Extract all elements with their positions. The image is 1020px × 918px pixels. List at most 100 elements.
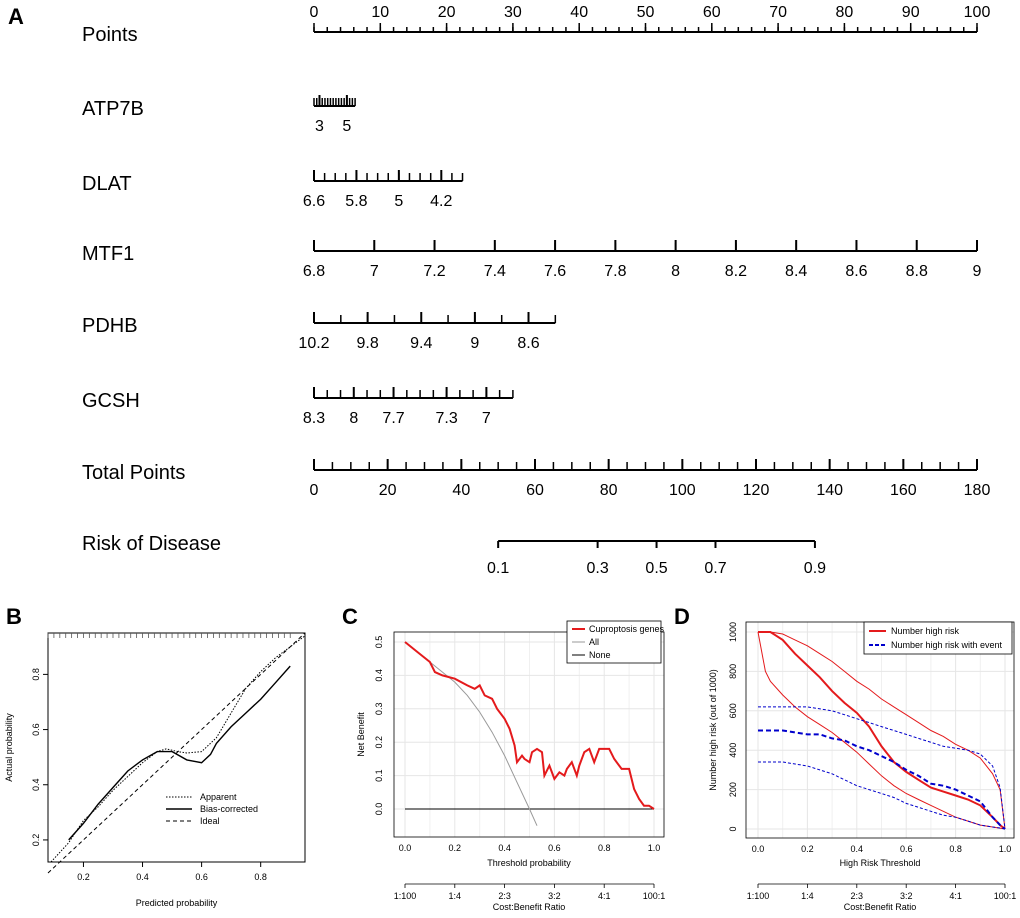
tick-label-risk-of-disease: 0.7: [704, 560, 726, 577]
row-label-risk-of-disease: Risk of Disease: [82, 533, 221, 555]
y-tick-label: 400: [728, 743, 738, 758]
tick-label-points: 100: [964, 4, 991, 21]
cost-benefit-title: Cost:Benefit Ratio: [844, 902, 917, 912]
x-tick-label: 0.8: [598, 843, 611, 853]
tick-label-gcsh: 7.7: [382, 410, 404, 427]
y-tick-label: 200: [728, 782, 738, 797]
tick-label-mtf1: 8.4: [785, 263, 807, 280]
tick-label-points: 90: [902, 4, 920, 21]
cost-benefit-title: Cost:Benefit Ratio: [493, 902, 566, 912]
x-tick-label: 0.2: [449, 843, 462, 853]
tick-label-gcsh: 7: [482, 410, 491, 427]
y-tick-label: 0.3: [374, 703, 384, 716]
decision-curve-panel: 0.0 0.2 0.4 0.6 0.8 1.0 0.0 0.1 0.2 0.3 0.4 0.5 Thre…: [356, 620, 666, 912]
clinical-impact-panel: 0.0 0.2 0.4 0.6 0.8 1.0 0 200 400 600 800 1000 High …: [708, 621, 1017, 912]
tick-label-points: 20: [438, 4, 456, 21]
y-axis-title: Number high risk (out of 1000): [708, 669, 718, 791]
tick-label-total-points: 120: [743, 482, 770, 499]
tick-label-total-points: 180: [964, 482, 991, 499]
y-tick-label: 0.6: [31, 723, 41, 736]
tick-label-pdhb: 9: [470, 335, 479, 352]
tick-label-total-points: 20: [379, 482, 397, 499]
x-tick-label: 1.0: [648, 843, 661, 853]
series-ideal: [47, 632, 306, 874]
x-axis-title: Predicted probability: [136, 898, 218, 908]
x-tick-label: 0.4: [136, 872, 149, 882]
tick-label-points: 40: [570, 4, 588, 21]
tick-label-mtf1: 8.2: [725, 263, 747, 280]
legend-label-number-high-risk-with-event: Number high risk with event: [891, 640, 1003, 650]
cost-benefit-tick-label: 2:3: [851, 891, 864, 901]
series-number-high-risk-lower: [757, 631, 1006, 830]
series-number-high-risk-upper: [758, 631, 1006, 830]
panel-label-c: C: [342, 604, 358, 629]
x-tick-label: 0.8: [949, 844, 962, 854]
tick-label-points: 60: [703, 4, 721, 21]
y-axis-title: Actual probability: [4, 713, 14, 782]
tick-label-gcsh: 8: [349, 410, 358, 427]
tick-label-total-points: 140: [816, 482, 843, 499]
x-tick-label: 1.0: [999, 844, 1012, 854]
y-tick-label: 800: [728, 664, 738, 679]
row-label-pdhb: PDHB: [82, 315, 138, 337]
tick-label-points: 10: [371, 4, 389, 21]
row-label-dlat: DLAT: [82, 173, 132, 195]
cost-benefit-tick-label: 1:100: [394, 891, 417, 901]
tick-label-points: 80: [836, 4, 854, 21]
x-axis-title: High Risk Threshold: [840, 858, 921, 868]
tick-label-risk-of-disease: 0.9: [804, 560, 826, 577]
tick-label-mtf1: 8.8: [906, 263, 928, 280]
cost-benefit-tick-label: 4:1: [598, 891, 611, 901]
y-tick-label: 0.5: [374, 636, 384, 649]
tick-label-risk-of-disease: 0.1: [487, 560, 509, 577]
legend-box: [863, 621, 1013, 655]
tick-label-atp7b: 5: [342, 118, 351, 135]
y-tick-label: 0.2: [374, 736, 384, 749]
series-number-high-risk-with-event-upper: [758, 706, 1006, 830]
plot-frame: [393, 631, 665, 838]
x-tick-label: 0.0: [752, 844, 765, 854]
tick-label-pdhb: 9.4: [410, 335, 432, 352]
row-label-points: Points: [82, 24, 138, 46]
panel-label-a: A: [8, 4, 24, 29]
x-tick-label: 0.2: [801, 844, 814, 854]
legend-label-cuproptosis-genes: Cuproptosis genes: [589, 624, 665, 634]
y-tick-label: 0.0: [374, 803, 384, 816]
series-number-high-risk: [758, 631, 1006, 830]
row-label-atp7b: ATP7B: [82, 98, 144, 120]
tick-label-points: 30: [504, 4, 522, 21]
tick-label-dlat: 6.6: [303, 193, 325, 210]
cost-benefit-tick-label: 100:1: [994, 891, 1017, 901]
tick-label-risk-of-disease: 0.3: [586, 560, 608, 577]
tick-label-dlat: 5: [394, 193, 403, 210]
y-tick-label: 0.1: [374, 769, 384, 782]
tick-label-total-points: 40: [452, 482, 470, 499]
series-number-high-risk-with-event-lower: [758, 761, 1006, 830]
row-label-total-points: Total Points: [82, 462, 185, 484]
x-tick-label: 0.6: [548, 843, 561, 853]
calibration-panel: 0.2 0.4 0.6 0.8 0.2 0.4 0.6 0.8 Predicted probab…: [4, 632, 306, 908]
x-tick-label: 0.2: [77, 872, 90, 882]
legend-label-none: None: [589, 650, 611, 660]
series-all: [404, 641, 538, 826]
tick-label-pdhb: 8.6: [517, 335, 539, 352]
tick-label-dlat: 5.8: [345, 193, 367, 210]
panel-label-d: D: [674, 604, 690, 629]
tick-label-risk-of-disease: 0.5: [645, 560, 667, 577]
series-apparent: [50, 635, 306, 863]
cost-benefit-tick-label: 4:1: [949, 891, 962, 901]
row-label-gcsh: GCSH: [82, 390, 140, 412]
tick-label-mtf1: 7.4: [484, 263, 506, 280]
tick-label-mtf1: 7.8: [604, 263, 626, 280]
cost-benefit-tick-label: 2:3: [498, 891, 511, 901]
cost-benefit-tick-label: 100:1: [643, 891, 666, 901]
x-tick-label: 0.4: [498, 843, 511, 853]
x-tick-label: 0.8: [254, 872, 267, 882]
tick-label-pdhb: 9.8: [357, 335, 379, 352]
y-tick-label: 0.2: [31, 834, 41, 847]
y-tick-label: 1000: [728, 622, 738, 642]
tick-label-total-points: 100: [669, 482, 696, 499]
y-tick-label: 0.4: [31, 778, 41, 791]
cost-benefit-tick-label: 1:4: [449, 891, 462, 901]
